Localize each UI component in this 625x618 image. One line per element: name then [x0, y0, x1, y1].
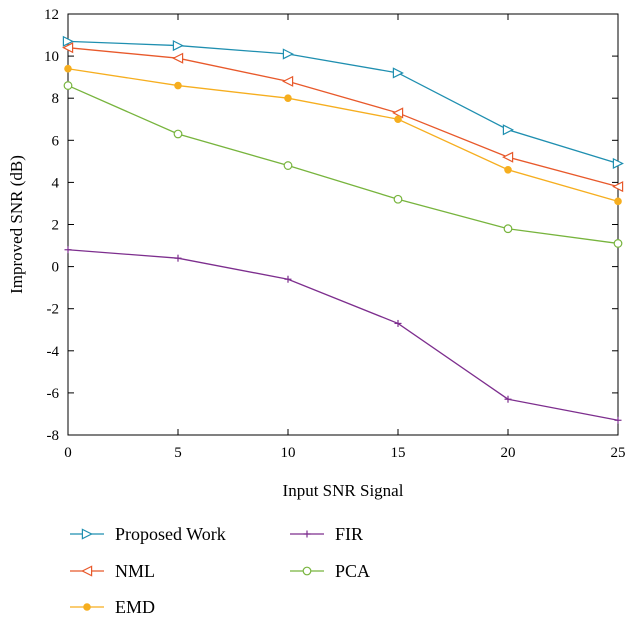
- x-tick-label: 15: [391, 445, 406, 461]
- x-tick-label: 0: [64, 445, 72, 461]
- data-point-pca: [393, 194, 403, 204]
- x-tick-label: 25: [611, 445, 625, 461]
- data-point-fir: [614, 416, 622, 424]
- y-tick-label: 4: [52, 175, 60, 191]
- data-point-proposed-work: [282, 48, 294, 60]
- y-tick-label: 2: [52, 218, 60, 234]
- legend-item-fir: FIR: [290, 524, 363, 544]
- data-point-fir: [394, 319, 402, 327]
- legend-marker: [81, 528, 93, 540]
- legend-marker: [81, 565, 93, 577]
- y-tick-label: 6: [52, 133, 60, 149]
- data-point-pca: [63, 81, 73, 90]
- data-point-nml: [392, 107, 404, 119]
- x-tick-label: 5: [174, 445, 182, 461]
- legend-item-emd: EMD: [70, 597, 155, 617]
- legend-item-pca: PCA: [290, 561, 370, 581]
- x-tick-label: 10: [281, 445, 296, 461]
- plot-frame: [67, 13, 619, 436]
- x-axis-label: Input SNR Signal: [283, 481, 404, 500]
- data-point-fir: [284, 275, 292, 283]
- data-point-fir: [64, 246, 72, 254]
- ticks: 0 5 10 15 20 25 -8 -6 -4 -2 0 2 4 6 8 10 12: [44, 7, 625, 461]
- y-tick-label: 8: [52, 91, 60, 107]
- legend-marker: [83, 603, 91, 611]
- data-point-pca: [283, 161, 293, 170]
- data-point-emd: [174, 81, 182, 90]
- data-point-nml: [282, 75, 294, 87]
- data-point-proposed-work: [392, 67, 404, 79]
- series-line-pca: [67, 84, 619, 245]
- y-tick-label: 12: [44, 7, 59, 23]
- data-point-fir: [504, 395, 512, 403]
- plot-area: 0 5 10 15 20 25 -8 -6 -4 -2 0 2 4 6 8 10 12: [44, 7, 625, 461]
- series-line-proposed-work: [67, 40, 619, 165]
- y-tick-label: -2: [47, 302, 60, 318]
- series-markers: [62, 35, 624, 424]
- y-tick-label: -8: [47, 428, 60, 444]
- legend-marker: [303, 530, 311, 538]
- data-point-nml: [502, 151, 514, 163]
- legend-item-proposed-work: Proposed Work: [70, 524, 226, 544]
- legend-label: FIR: [335, 524, 363, 544]
- series-line-emd: [67, 68, 619, 202]
- x-tick-label: 20: [501, 445, 516, 461]
- data-point-emd: [394, 115, 402, 124]
- data-point-proposed-work: [62, 35, 74, 47]
- data-point-proposed-work: [612, 157, 624, 170]
- data-point-emd: [504, 165, 512, 174]
- data-point-nml: [172, 52, 184, 64]
- data-point-emd: [614, 197, 622, 206]
- data-point-pca: [613, 239, 623, 248]
- data-point-emd: [64, 64, 72, 73]
- legend: Proposed Work NML EMD FIR PCA: [70, 524, 370, 617]
- legend-item-nml: NML: [70, 561, 155, 581]
- data-point-proposed-work: [172, 40, 184, 52]
- data-point-pca: [503, 224, 513, 234]
- legend-marker: [302, 566, 312, 576]
- data-point-nml: [62, 42, 74, 54]
- data-point-nml: [612, 181, 624, 193]
- series-lines: [67, 40, 619, 421]
- data-point-emd: [284, 94, 292, 102]
- series-line-fir: [67, 249, 619, 421]
- y-axis-label: Improved SNR (dB): [7, 155, 26, 294]
- series-line-nml: [67, 47, 619, 188]
- y-tick-label: -4: [47, 344, 60, 360]
- legend-label: NML: [115, 561, 155, 581]
- legend-label: EMD: [115, 597, 155, 617]
- legend-label: Proposed Work: [115, 524, 226, 544]
- y-tick-label: -6: [47, 386, 60, 402]
- legend-label: PCA: [335, 561, 370, 581]
- data-point-proposed-work: [502, 124, 514, 136]
- data-point-pca: [173, 129, 183, 139]
- data-point-fir: [174, 254, 182, 262]
- y-tick-label: 10: [44, 49, 59, 65]
- y-tick-label: 0: [52, 260, 60, 276]
